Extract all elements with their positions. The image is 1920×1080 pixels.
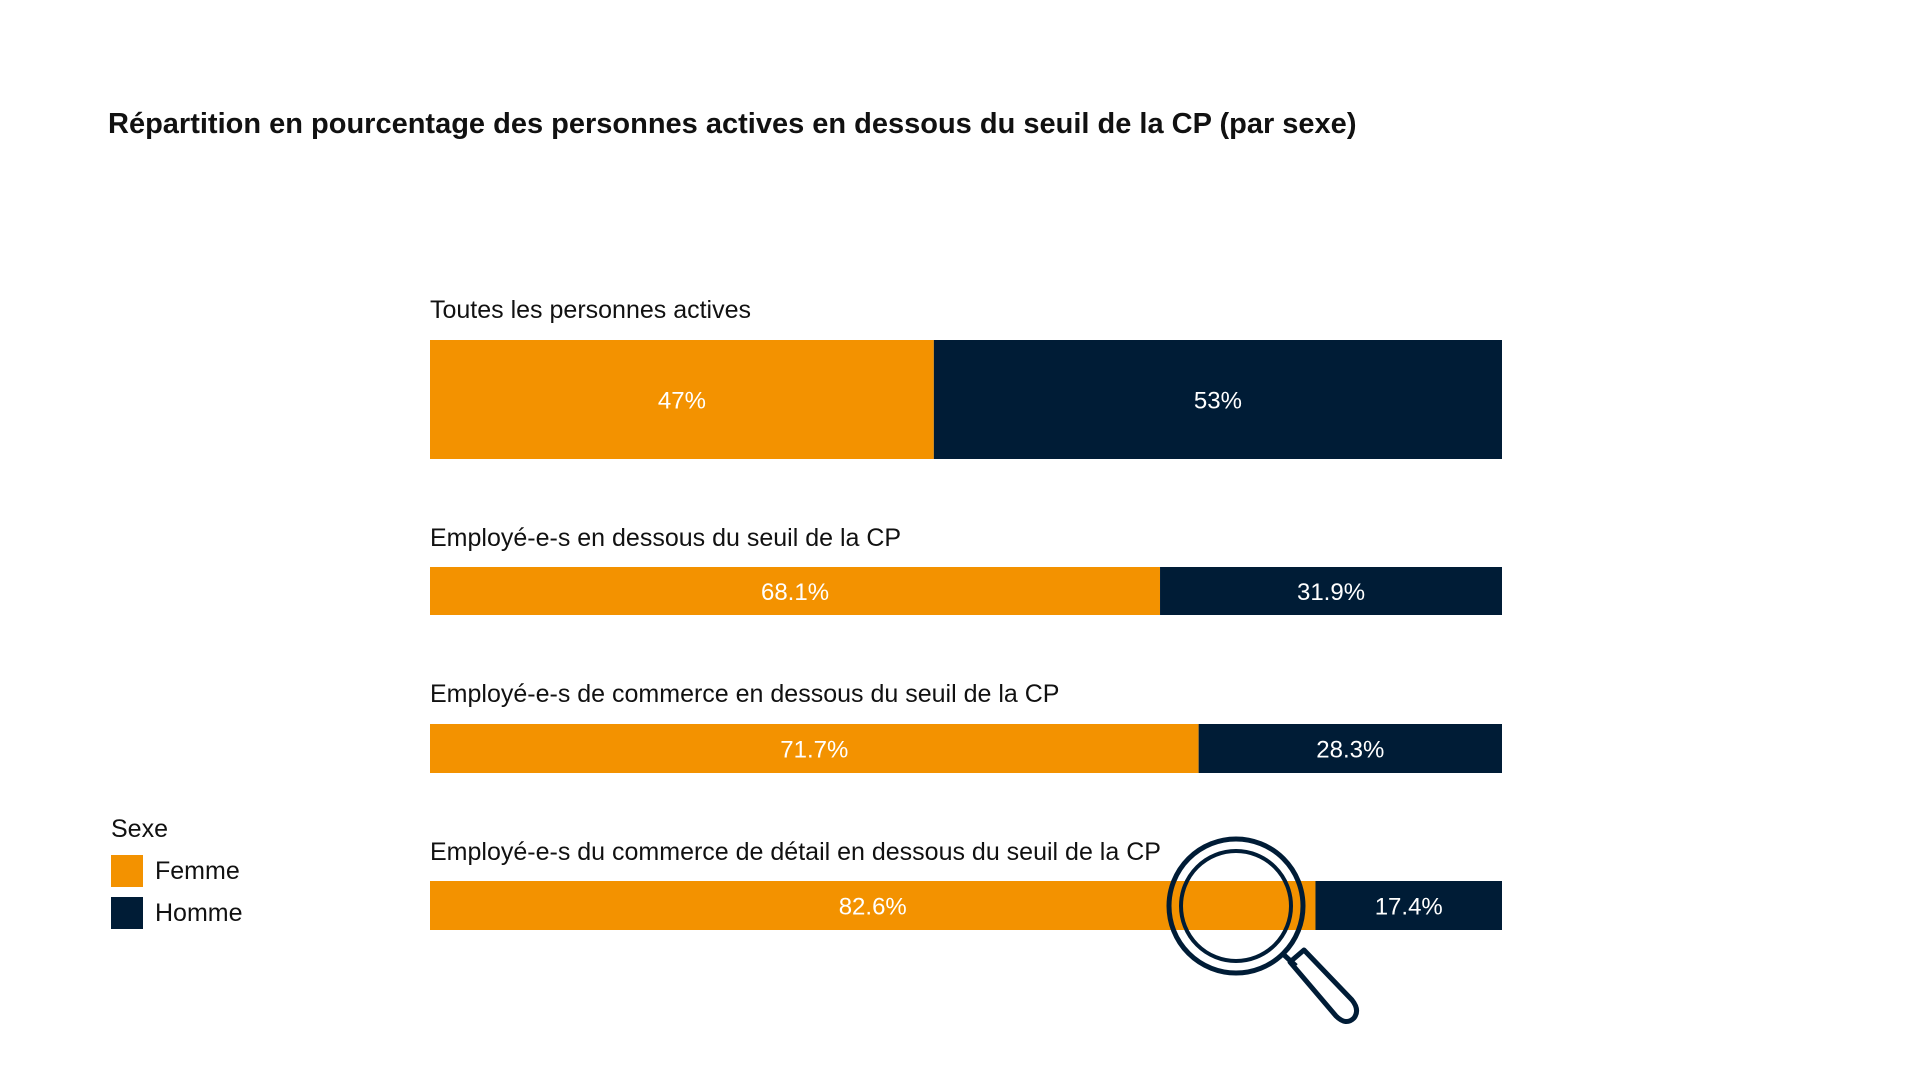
data-label: 17.4% xyxy=(1375,894,1443,921)
data-label: 82.6% xyxy=(839,894,907,921)
data-label: 47% xyxy=(658,388,706,415)
data-label: 53% xyxy=(1194,388,1242,415)
legend-item-homme: Homme xyxy=(111,892,243,934)
bar-femme xyxy=(430,340,934,459)
magnifier-icon xyxy=(1166,836,1360,1024)
data-label: 31.9% xyxy=(1297,579,1365,606)
category-label: Employé-e-s de commerce en dessous du se… xyxy=(430,680,1059,708)
bar-homme xyxy=(933,340,1502,459)
bar-homme xyxy=(1198,724,1502,773)
bar-homme xyxy=(1160,567,1502,615)
legend-label: Femme xyxy=(155,856,240,885)
data-label: 71.7% xyxy=(780,737,848,764)
legend-swatch-femme xyxy=(111,855,143,887)
data-label: 68.1% xyxy=(761,579,829,606)
data-label: 28.3% xyxy=(1316,737,1384,764)
legend-title: Sexe xyxy=(111,815,168,843)
legend: Sexe Femme Homme xyxy=(111,815,243,934)
category-label: Employé-e-s du commerce de détail en des… xyxy=(430,838,1161,866)
category-label: Employé-e-s en dessous du seuil de la CP xyxy=(430,524,901,552)
bar-femme xyxy=(430,724,1199,773)
chart-title: Répartition en pourcentage des personnes… xyxy=(108,108,1357,140)
bar-femme xyxy=(430,567,1161,615)
bar-homme xyxy=(1315,881,1502,930)
category-label: Toutes les personnes actives xyxy=(430,296,751,324)
legend-swatch-homme xyxy=(111,897,143,929)
legend-label: Homme xyxy=(155,898,243,927)
legend-item-femme: Femme xyxy=(111,850,243,892)
